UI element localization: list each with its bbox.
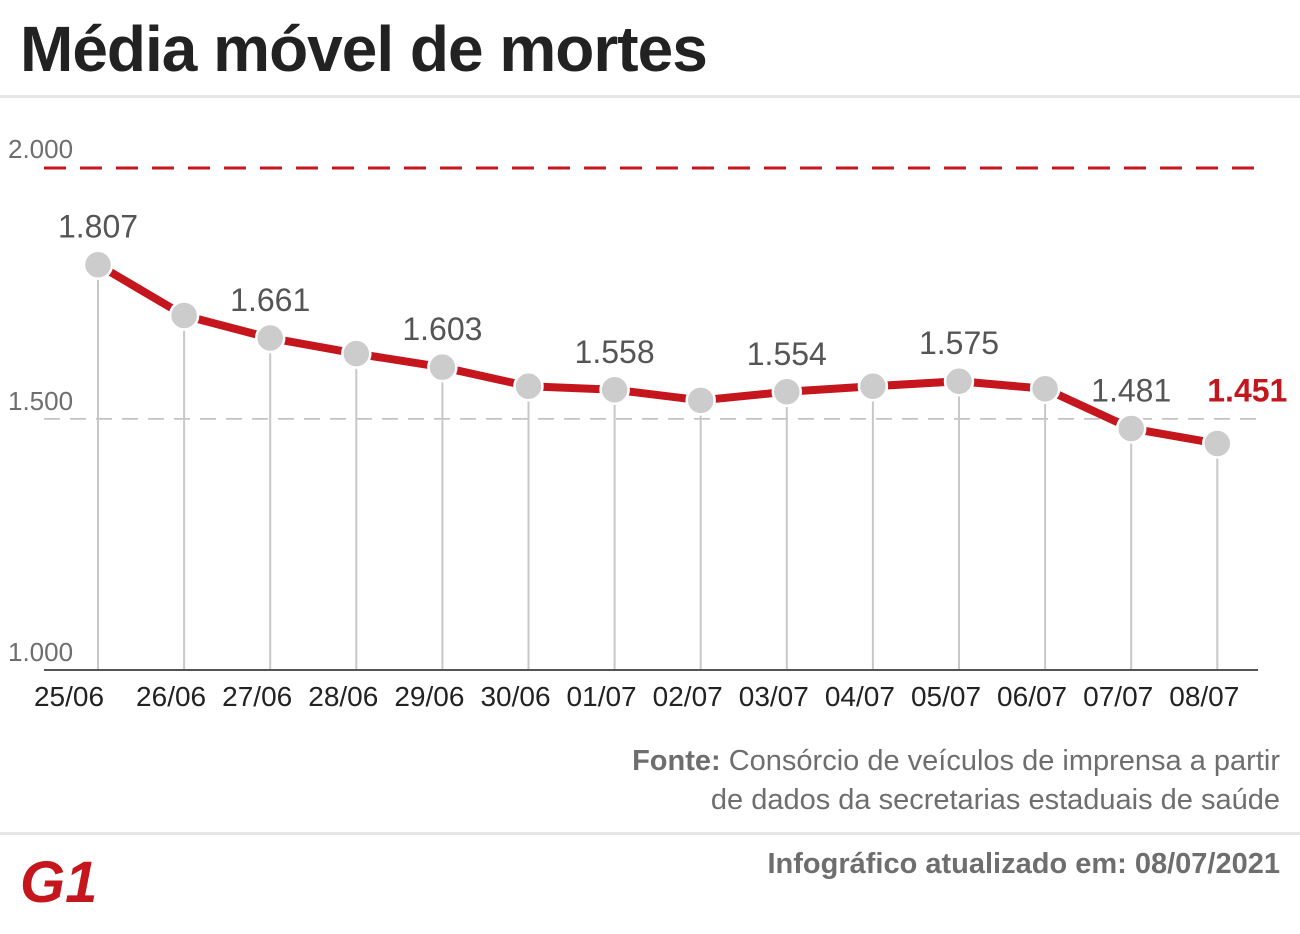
data-point-2 <box>254 322 286 354</box>
g1-logo: G1 <box>20 852 97 908</box>
data-point-11 <box>1029 373 1061 405</box>
x-tick-label-10: 05/07 <box>911 681 981 712</box>
data-point-12 <box>1115 413 1147 444</box>
data-label-10: 1.575 <box>919 325 999 361</box>
data-point-10 <box>943 365 975 397</box>
x-tick-label-4: 29/06 <box>394 681 464 712</box>
x-tick-label-8: 03/07 <box>739 681 809 712</box>
data-label-4: 1.603 <box>402 311 482 347</box>
x-tick-label-0: 25/06 <box>34 681 104 712</box>
x-tick-label-9: 04/07 <box>825 681 895 712</box>
data-point-8 <box>771 376 803 408</box>
data-point-13 <box>1202 428 1233 459</box>
x-tick-label-5: 30/06 <box>480 681 550 712</box>
data-point-4 <box>427 351 458 383</box>
data-label-0: 1.807 <box>58 209 138 245</box>
x-tick-label-1: 26/06 <box>136 681 206 712</box>
x-tick-label-6: 01/07 <box>567 681 637 712</box>
source-text-line2: de dados da secretarias estaduais de saú… <box>710 784 1280 816</box>
y-tick-label-1: 1.500 <box>8 386 73 416</box>
data-label-13: 1.451 <box>1207 373 1287 409</box>
y-tick-label-0: 2.000 <box>8 134 73 164</box>
data-label-8: 1.554 <box>747 336 827 372</box>
g1-logo-text: G1 <box>20 852 97 908</box>
top-divider <box>0 95 1300 98</box>
source-note: Fonte: Consórcio de veículos de imprensa… <box>380 742 1280 820</box>
line-chart: 2.000 1.500 1.000 1.807 1.661 1.603 1.558 1.554… <box>8 134 1287 712</box>
source-label: Fonte: <box>632 745 721 777</box>
x-tick-label-13: 08/07 <box>1169 681 1239 712</box>
data-point-9 <box>857 371 889 402</box>
data-point-5 <box>513 371 544 402</box>
x-tick-label-11: 06/07 <box>997 681 1067 712</box>
data-point-6 <box>599 374 630 406</box>
x-tick-label-7: 02/07 <box>653 681 723 712</box>
data-label-6: 1.558 <box>575 334 655 370</box>
data-point-3 <box>341 338 372 369</box>
data-point-7 <box>685 385 716 416</box>
x-tick-label-2: 27/06 <box>222 681 292 712</box>
bottom-divider <box>0 832 1300 835</box>
data-point-1 <box>168 300 200 331</box>
source-text-line1: Consórcio de veículos de imprensa a part… <box>728 745 1280 777</box>
data-label-12: 1.481 <box>1091 372 1171 408</box>
y-tick-label-2: 1.000 <box>8 637 73 667</box>
x-tick-label-3: 28/06 <box>308 681 378 712</box>
data-point-0 <box>82 249 114 280</box>
updated-note: Infográfico atualizado em: 08/07/2021 <box>767 848 1280 880</box>
data-label-2: 1.661 <box>230 282 310 318</box>
chart-title: Média móvel de mortes <box>20 13 708 85</box>
x-tick-label-12: 07/07 <box>1083 681 1153 712</box>
